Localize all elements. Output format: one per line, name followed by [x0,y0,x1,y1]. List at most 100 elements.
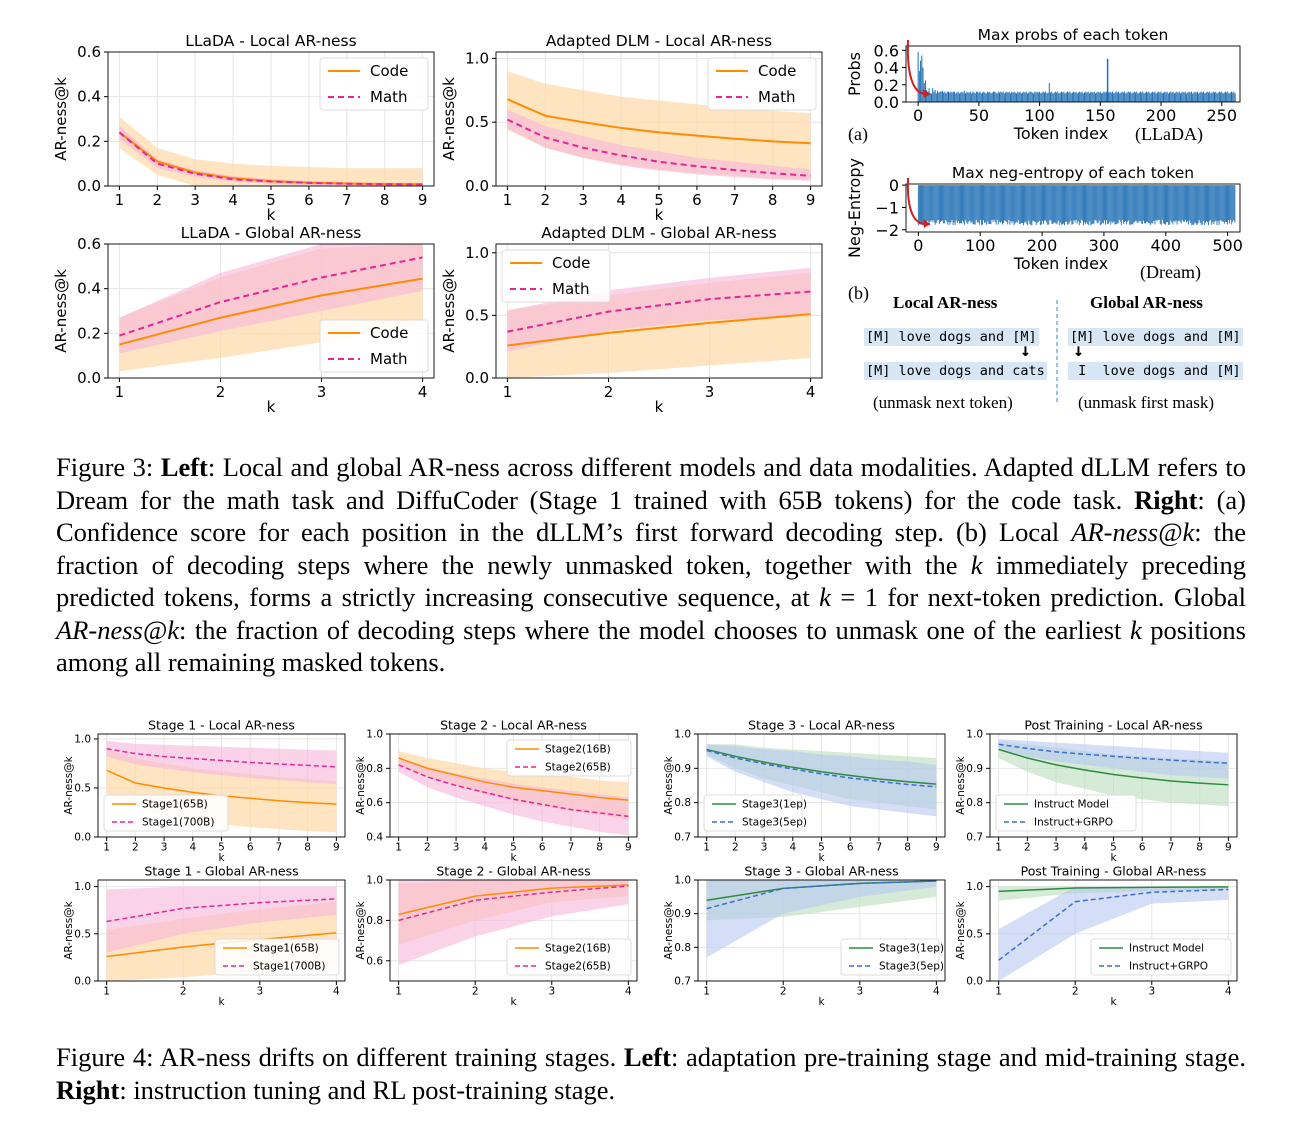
y-tick-label: 0.0 [74,976,91,988]
plot-frame [989,879,1238,982]
legend-label: Instruct+GRPO [1129,961,1208,973]
plot-frame [495,243,823,379]
x-tick-label: 9 [625,842,632,854]
x-tick-label: 9 [933,842,940,854]
y-tick-label: 0.0 [966,976,983,988]
series-line [706,748,937,785]
legend-label: Math [370,88,408,106]
x-tick-label: 3 [705,383,715,401]
legend-label: Stage1(700B) [253,961,325,973]
series-line [507,290,811,333]
x-tick-label: 1 [995,842,1002,854]
chart-stage1-local: Stage 1 - Local AR-ness 1 2 3 4 5 6 7 8 9 0.0 0.5 1.… [63,718,346,864]
legend-label: Instruct Model [1034,799,1109,811]
confidence-band [998,739,1229,779]
x-tick-label: 7 [568,842,575,854]
legend-label: Stage2(16B) [545,943,611,955]
x-tick-label: 0 [913,106,923,125]
confidence-band [119,116,423,186]
x-tick-label: 500 [1212,236,1243,255]
y-tick-label: 0.4 [366,832,383,844]
x-tick-label: 2 [180,986,187,998]
x-tick-label: 4 [418,383,428,401]
x-tick-label: 1 [115,383,125,401]
series-line [998,743,1229,764]
chart-title: Stage 1 - Local AR-ness [148,718,295,733]
x-tick-label: 3 [453,842,460,854]
y-tick-label: 1.0 [74,733,91,745]
x-tick-label: 2 [732,842,739,854]
plot-frame [97,879,346,982]
x-tick-label: 1 [395,986,402,998]
y-tick-label: 1.0 [674,875,691,887]
global-row1: [M] love dogs and [M] [1068,328,1243,346]
y-tick-label: 0.9 [966,763,983,775]
legend-label: Code [370,62,408,80]
local-caption: (unmask next token) [873,393,1013,412]
chart-title: Adapted DLM - Global AR-ness [541,224,777,242]
legend-label: Stage3(5ep) [879,961,944,973]
x-tick-label: 1 [115,191,125,209]
confidence-band [507,109,811,181]
x-tick-label: 9 [418,191,428,209]
series-line [398,764,629,818]
x-tick-label: 2 [780,986,787,998]
y-axis-label: AR-ness@k [52,269,70,353]
y-tick-label: 0.2 [874,76,899,95]
y-axis-label: AR-ness@k [355,755,367,814]
x-tick-label: 0 [913,236,923,255]
x-tick-label: 3 [1053,842,1060,854]
confidence-band [706,880,937,958]
y-axis-label: AR-ness@k [63,755,75,814]
y-tick-label: 0.5 [465,113,489,131]
x-tick-label: 8 [1196,842,1203,854]
chart-llada-local: LLaDA - Local AR-ness 1 2 3 4 5 6 7 8 9 0.0 0.2 0.4 0… [52,32,435,224]
global-arrow: ↓ [1073,340,1084,361]
local-row1: [M] love dogs and [M] [864,328,1039,346]
y-tick-label: 0.6 [366,797,383,809]
x-tick-label: 7 [876,842,883,854]
x-axis-label: k [218,996,225,1008]
y-tick-label: 0.6 [874,41,899,60]
x-tick-label: 7 [1168,842,1175,854]
y-tick-label: 0.6 [77,235,101,253]
x-axis-label: k [1110,996,1117,1008]
plot-frame [389,879,638,982]
confidence-band [106,886,337,953]
confidence-band [106,740,337,785]
chart-title: LLaDA - Global AR-ness [181,224,362,242]
x-tick-label: 150 [1085,106,1116,125]
legend-label: Stage2(16B) [545,744,611,756]
y-axis-label: AR-ness@k [52,77,70,161]
legend-label: Stage3(5ep) [742,817,807,829]
y-tick-label: 0.6 [77,43,101,61]
chart-title: Stage 1 - Global AR-ness [144,864,298,879]
x-tick-label: 9 [333,842,340,854]
x-axis-label: Token index [1013,254,1108,273]
x-tick-label: 3 [317,383,327,401]
plot-frame [905,45,1241,103]
chart-adapted-global: Adapted DLM - Global AR-ness 1 2 3 4 0.0 0.5 1.… [440,224,823,416]
plot-frame [107,243,435,379]
x-tick-label: 5 [510,842,517,854]
chart-title: Stage 2 - Global AR-ness [436,864,590,879]
panel-a-label: (a) [848,124,868,144]
confidence-band [507,267,811,352]
x-tick-label: 7 [276,842,283,854]
x-tick-label: 4 [481,842,488,854]
x-tick-label: 2 [1024,842,1031,854]
legend-label: Stage1(65B) [253,943,319,955]
chart-title: Stage 2 - Local AR-ness [440,718,587,733]
x-axis-label: k [655,398,664,416]
local-arrow: ↓ [1020,340,1031,361]
x-axis-label: k [510,996,517,1008]
chart-stage3-local: Stage 3 - Local AR-ness 1 2 3 4 5 6 7 8 9 0.7 0.8 0.… [663,718,946,864]
x-tick-label: 3 [548,986,555,998]
x-tick-label: 8 [304,842,311,854]
x-tick-label: 5 [1110,842,1117,854]
y-tick-label: −2 [875,221,899,240]
legend-box [995,794,1137,832]
y-tick-label: 0.7 [674,976,691,988]
x-tick-label: 7 [730,191,740,209]
x-tick-label: 1 [395,842,402,854]
